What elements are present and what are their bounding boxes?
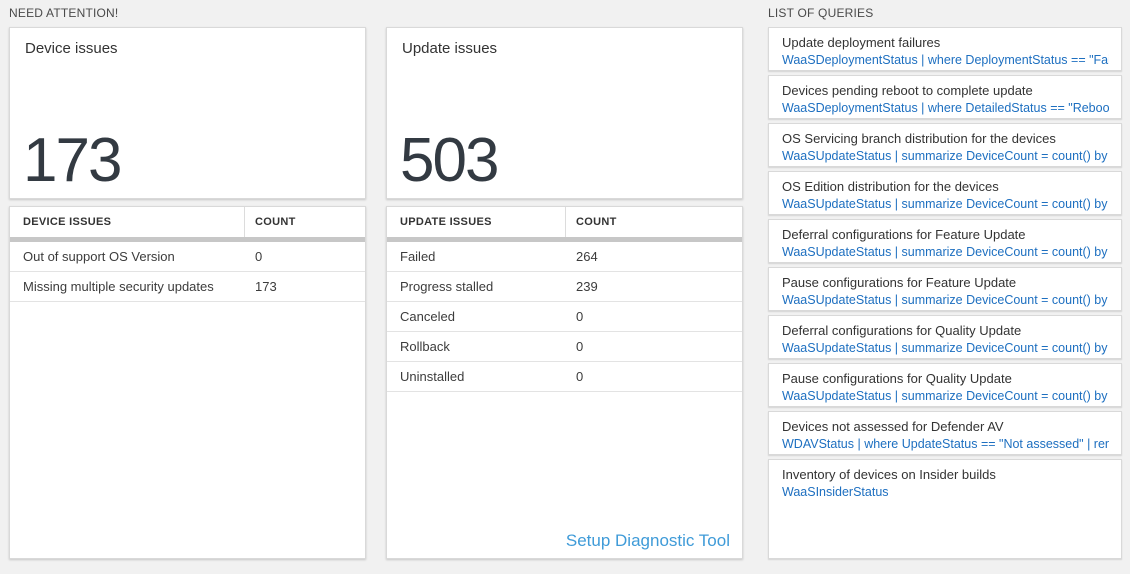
issue-count: 0 [576, 369, 584, 384]
table-row[interactable]: Out of support OS Version 0 [10, 242, 365, 272]
query-name: Deferral configurations for Feature Upda… [782, 227, 1026, 242]
query-list-item[interactable]: Pause configurations for Feature Update … [768, 267, 1122, 311]
device-issues-count: 173 [23, 126, 122, 195]
query-name: Update deployment failures [782, 35, 941, 50]
query-text: WaaSUpdateStatus | summarize DeviceCount… [782, 149, 1109, 163]
list-of-queries-section-title: LIST OF QUERIES [768, 6, 874, 20]
query-text: WDAVStatus | where UpdateStatus == "Not … [782, 437, 1109, 451]
update-issues-table-header: UPDATE ISSUES COUNT [387, 207, 742, 237]
column-header-update-issues: UPDATE ISSUES [387, 207, 566, 237]
column-header-count: COUNT [255, 216, 296, 228]
issue-count: 173 [255, 279, 277, 294]
issue-label: Canceled [400, 309, 455, 324]
query-list-item[interactable]: Deferral configurations for Quality Upda… [768, 315, 1122, 359]
horizontal-scrollbar[interactable] [387, 237, 742, 242]
query-list-item[interactable]: OS Edition distribution for the devices … [768, 171, 1122, 215]
query-list: Update deployment failures WaaSDeploymen… [768, 27, 1122, 559]
table-row[interactable]: Canceled 0 [387, 302, 742, 332]
issue-count: 0 [255, 249, 263, 264]
horizontal-scrollbar[interactable] [10, 237, 365, 242]
table-row[interactable]: Uninstalled 0 [387, 362, 742, 392]
query-list-item[interactable]: OS Servicing branch distribution for the… [768, 123, 1122, 167]
query-name: Devices pending reboot to complete updat… [782, 83, 1033, 98]
need-attention-section-title: NEED ATTENTION! [9, 6, 119, 20]
query-list-item[interactable]: Devices not assessed for Defender AV WDA… [768, 411, 1122, 455]
query-name: Deferral configurations for Quality Upda… [782, 323, 1022, 338]
table-row[interactable]: Rollback 0 [387, 332, 742, 362]
query-text: WaaSUpdateStatus | summarize DeviceCount… [782, 293, 1109, 307]
update-issues-table: UPDATE ISSUES COUNT Failed 264 Progress … [386, 206, 743, 559]
issue-label: Progress stalled [400, 279, 494, 294]
device-issues-title: Device issues [25, 40, 118, 57]
issue-count: 264 [576, 249, 598, 264]
issue-label: Failed [400, 249, 436, 264]
update-issues-count: 503 [400, 126, 499, 195]
issue-label: Missing multiple security updates [23, 279, 214, 294]
query-text: WaaSUpdateStatus | summarize DeviceCount… [782, 245, 1109, 259]
column-header-device-issues: DEVICE ISSUES [10, 207, 245, 237]
query-list-item[interactable]: Deferral configurations for Feature Upda… [768, 219, 1122, 263]
query-name: OS Servicing branch distribution for the… [782, 131, 1056, 146]
device-issues-table-header: DEVICE ISSUES COUNT [10, 207, 365, 237]
table-row[interactable]: Missing multiple security updates 173 [10, 272, 365, 302]
query-name: Inventory of devices on Insider builds [782, 467, 996, 482]
update-issues-title: Update issues [402, 40, 498, 57]
update-issues-tile[interactable]: Update issues 503 [386, 27, 743, 199]
query-list-item[interactable]: Update deployment failures WaaSDeploymen… [768, 27, 1122, 71]
query-text: WaaSDeploymentStatus | where DetailedSta… [782, 101, 1109, 115]
query-text: WaaSUpdateStatus | summarize DeviceCount… [782, 341, 1109, 355]
device-issues-table: DEVICE ISSUES COUNT Out of support OS Ve… [9, 206, 366, 559]
issue-count: 239 [576, 279, 598, 294]
table-row[interactable]: Progress stalled 239 [387, 272, 742, 302]
issue-count: 0 [576, 309, 584, 324]
issue-label: Rollback [400, 339, 450, 354]
query-list-item[interactable]: Devices pending reboot to complete updat… [768, 75, 1122, 119]
issue-count: 0 [576, 339, 584, 354]
query-text: WaaSInsiderStatus [782, 485, 889, 499]
issue-label: Uninstalled [400, 369, 465, 384]
query-list-item[interactable]: Inventory of devices on Insider builds W… [768, 459, 1122, 559]
query-text: WaaSUpdateStatus | summarize DeviceCount… [782, 389, 1109, 403]
query-name: Pause configurations for Feature Update [782, 275, 1017, 290]
query-list-item[interactable]: Pause configurations for Quality Update … [768, 363, 1122, 407]
setup-diagnostic-tool-link[interactable]: Setup Diagnostic Tool [565, 531, 730, 550]
table-row[interactable]: Failed 264 [387, 242, 742, 272]
query-text: WaaSUpdateStatus | summarize DeviceCount… [782, 197, 1109, 211]
column-header-count: COUNT [576, 216, 617, 228]
query-name: Pause configurations for Quality Update [782, 371, 1012, 386]
query-text: WaaSDeploymentStatus | where DeploymentS… [782, 53, 1109, 67]
issue-label: Out of support OS Version [23, 249, 175, 264]
query-name: Devices not assessed for Defender AV [782, 419, 1004, 434]
query-name: OS Edition distribution for the devices [782, 179, 999, 194]
device-issues-tile[interactable]: Device issues 173 [9, 27, 366, 199]
